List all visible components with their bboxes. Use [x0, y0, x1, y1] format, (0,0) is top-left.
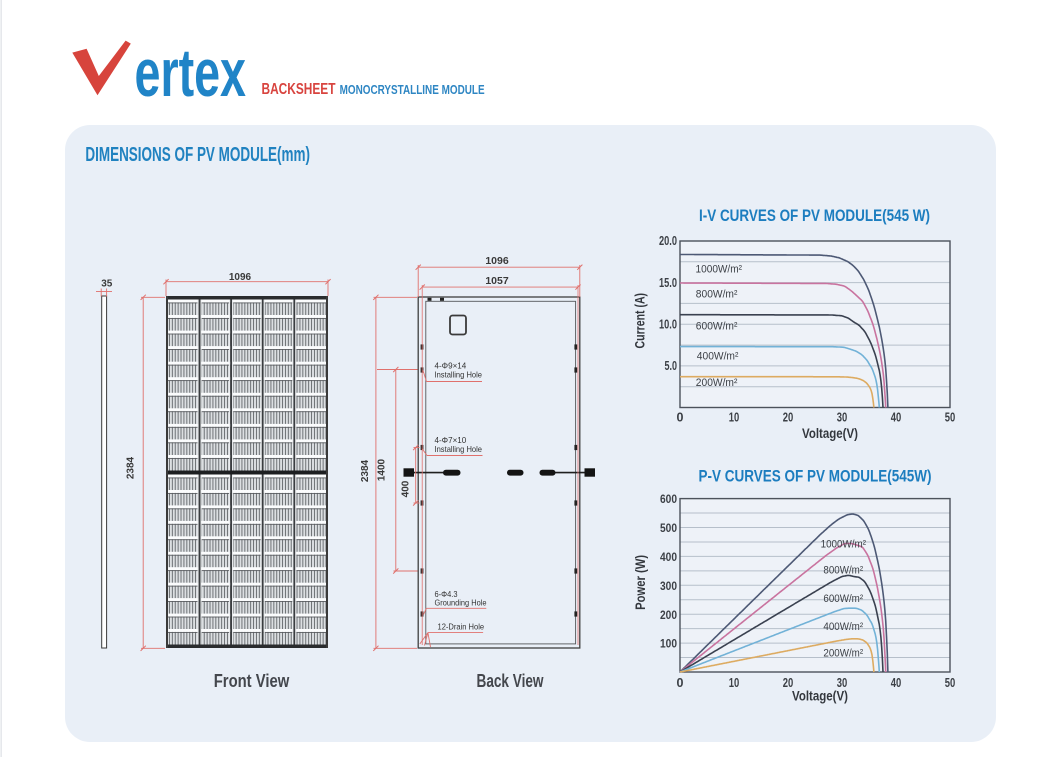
svg-text:0: 0 [677, 676, 684, 690]
svg-text:300: 300 [660, 579, 677, 593]
svg-text:Back View: Back View [477, 670, 544, 691]
svg-text:50: 50 [945, 676, 956, 690]
svg-text:2384: 2384 [360, 459, 371, 482]
svg-text:4-Φ9×14: 4-Φ9×14 [435, 361, 467, 371]
svg-text:10: 10 [729, 676, 740, 690]
svg-text:800W/m²: 800W/m² [696, 289, 738, 301]
svg-text:400W/m²: 400W/m² [697, 351, 739, 363]
svg-text:200W/m²: 200W/m² [823, 648, 863, 660]
svg-text:1000W/m²: 1000W/m² [821, 539, 867, 551]
svg-text:0: 0 [677, 410, 684, 424]
svg-text:4-Φ7×10: 4-Φ7×10 [435, 435, 467, 445]
svg-text:12-Drain Hole: 12-Drain Hole [438, 622, 485, 632]
svg-text:1057: 1057 [485, 275, 509, 287]
svg-text:1000W/m²: 1000W/m² [696, 264, 743, 276]
svg-text:35: 35 [101, 279, 113, 290]
svg-text:P-V CURVES OF PV MODULE(545W): P-V CURVES OF PV MODULE(545W) [699, 467, 932, 486]
svg-text:6-Φ4.3: 6-Φ4.3 [435, 589, 458, 599]
svg-text:50: 50 [945, 410, 956, 424]
svg-text:1096: 1096 [485, 255, 509, 267]
svg-text:30: 30 [837, 676, 848, 690]
svg-text:Power (W): Power (W) [633, 555, 648, 610]
svg-text:600W/m²: 600W/m² [696, 321, 738, 333]
svg-text:40: 40 [891, 410, 902, 424]
svg-text:I-V CURVES OF PV MODULE(545 W): I-V CURVES OF PV MODULE(545 W) [699, 206, 930, 225]
svg-text:BACKSHEET: BACKSHEET [262, 81, 336, 98]
svg-text:10: 10 [729, 410, 740, 424]
svg-text:Voltage(V): Voltage(V) [792, 689, 848, 704]
svg-text:400W/m²: 400W/m² [823, 621, 863, 633]
svg-text:Voltage(V): Voltage(V) [802, 426, 858, 441]
svg-text:800W/m²: 800W/m² [823, 565, 863, 577]
svg-text:Installing Hole: Installing Hole [435, 444, 483, 454]
svg-text:20: 20 [783, 410, 794, 424]
svg-text:Front View: Front View [214, 670, 290, 691]
svg-text:Current (A): Current (A) [632, 293, 647, 349]
svg-text:40: 40 [891, 676, 902, 690]
svg-text:MONOCRYSTALLINE MODULE: MONOCRYSTALLINE MODULE [340, 83, 485, 97]
svg-text:1096: 1096 [229, 272, 252, 283]
svg-text:5.0: 5.0 [665, 359, 678, 373]
svg-text:600: 600 [660, 492, 677, 506]
svg-text:Installing Hole: Installing Hole [435, 370, 483, 380]
svg-text:200W/m²: 200W/m² [696, 377, 738, 389]
svg-text:20: 20 [783, 676, 794, 690]
svg-text:10.0: 10.0 [659, 317, 677, 331]
svg-text:20.0: 20.0 [659, 234, 677, 248]
svg-text:15.0: 15.0 [659, 276, 677, 290]
svg-text:500: 500 [660, 521, 677, 535]
svg-text:600W/m²: 600W/m² [823, 593, 863, 605]
svg-text:200: 200 [660, 608, 677, 622]
svg-text:2384: 2384 [126, 456, 137, 479]
svg-text:100: 100 [660, 637, 677, 651]
svg-text:ertex: ertex [135, 35, 247, 111]
svg-text:30: 30 [837, 410, 848, 424]
svg-text:DIMENSIONS OF PV MODULE(mm): DIMENSIONS OF PV MODULE(mm) [85, 144, 310, 166]
svg-text:400: 400 [660, 550, 677, 564]
svg-text:Grounding Hole: Grounding Hole [435, 598, 487, 608]
svg-text:1400: 1400 [377, 458, 388, 481]
svg-text:400: 400 [401, 480, 412, 497]
